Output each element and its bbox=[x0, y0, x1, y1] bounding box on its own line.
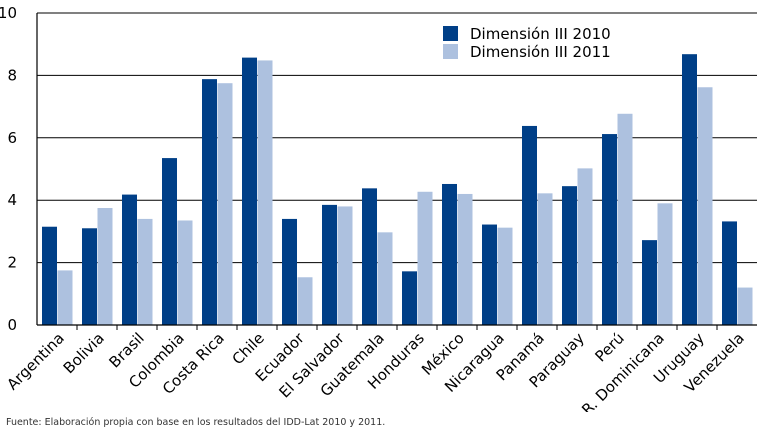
bar-2011 bbox=[137, 218, 153, 325]
bar-2010 bbox=[602, 134, 617, 325]
bar-2010 bbox=[42, 226, 57, 325]
y-tick-label: 8 bbox=[7, 66, 17, 84]
y-tick-label: 4 bbox=[7, 191, 17, 209]
bar-2010 bbox=[482, 224, 497, 325]
bar-2010 bbox=[242, 57, 257, 326]
gridlines bbox=[37, 12, 757, 264]
bar-2011 bbox=[497, 227, 513, 325]
bar-2011 bbox=[537, 193, 553, 325]
bar-2010 bbox=[522, 125, 537, 325]
bar-2010 bbox=[442, 183, 457, 325]
bar-2010 bbox=[642, 240, 657, 325]
y-tick-label: 0 bbox=[7, 316, 17, 334]
x-tick-label: Bolivia bbox=[60, 329, 108, 377]
y-tick-label: 10 bbox=[0, 4, 17, 22]
bars bbox=[42, 54, 753, 326]
bar-2010 bbox=[322, 204, 337, 325]
legend-label: Dimensión III 2011 bbox=[470, 43, 611, 61]
bar-2010 bbox=[402, 271, 417, 325]
legend-swatch bbox=[443, 44, 458, 59]
bar-2011 bbox=[297, 277, 313, 325]
y-axis-ticks: 0 2 4 6 8 10 bbox=[0, 4, 17, 334]
bar-2011 bbox=[177, 220, 193, 325]
bar-2011 bbox=[257, 60, 273, 325]
y-tick-label: 2 bbox=[7, 254, 17, 272]
bar-2010 bbox=[682, 54, 697, 326]
x-tick-label: Argentina bbox=[3, 329, 67, 393]
bar-2011 bbox=[377, 232, 393, 325]
bar-2011 bbox=[657, 203, 673, 325]
bar-2011 bbox=[577, 168, 593, 325]
bar-2010 bbox=[362, 188, 377, 325]
bar-2011 bbox=[457, 193, 473, 325]
bar-2010 bbox=[122, 194, 137, 325]
bar-2011 bbox=[417, 191, 433, 325]
axes bbox=[36, 13, 757, 330]
legend-swatch bbox=[443, 26, 458, 41]
bar-2010 bbox=[282, 218, 297, 325]
bar-2011 bbox=[217, 83, 233, 325]
legend-label: Dimensión III 2010 bbox=[470, 25, 611, 43]
bar-2010 bbox=[722, 221, 737, 325]
bar-2010 bbox=[202, 79, 217, 325]
bar-2011 bbox=[697, 87, 713, 325]
source-note: Fuente: Elaboración propia con base en l… bbox=[6, 417, 386, 428]
bar-2011 bbox=[617, 113, 633, 325]
bar-chart: 0 2 4 6 8 10 ArgentinaBoliviaBrasilColombiaCo… bbox=[0, 4, 757, 412]
y-tick-label: 6 bbox=[7, 129, 17, 147]
bar-2011 bbox=[737, 287, 753, 325]
x-tick-label: Perú bbox=[591, 329, 627, 365]
bar-2011 bbox=[97, 208, 113, 325]
bar-2011 bbox=[57, 270, 73, 325]
bar-2011 bbox=[337, 206, 353, 325]
bar-2010 bbox=[162, 158, 177, 325]
bar-2010 bbox=[562, 186, 577, 325]
bar-2010 bbox=[82, 228, 97, 325]
